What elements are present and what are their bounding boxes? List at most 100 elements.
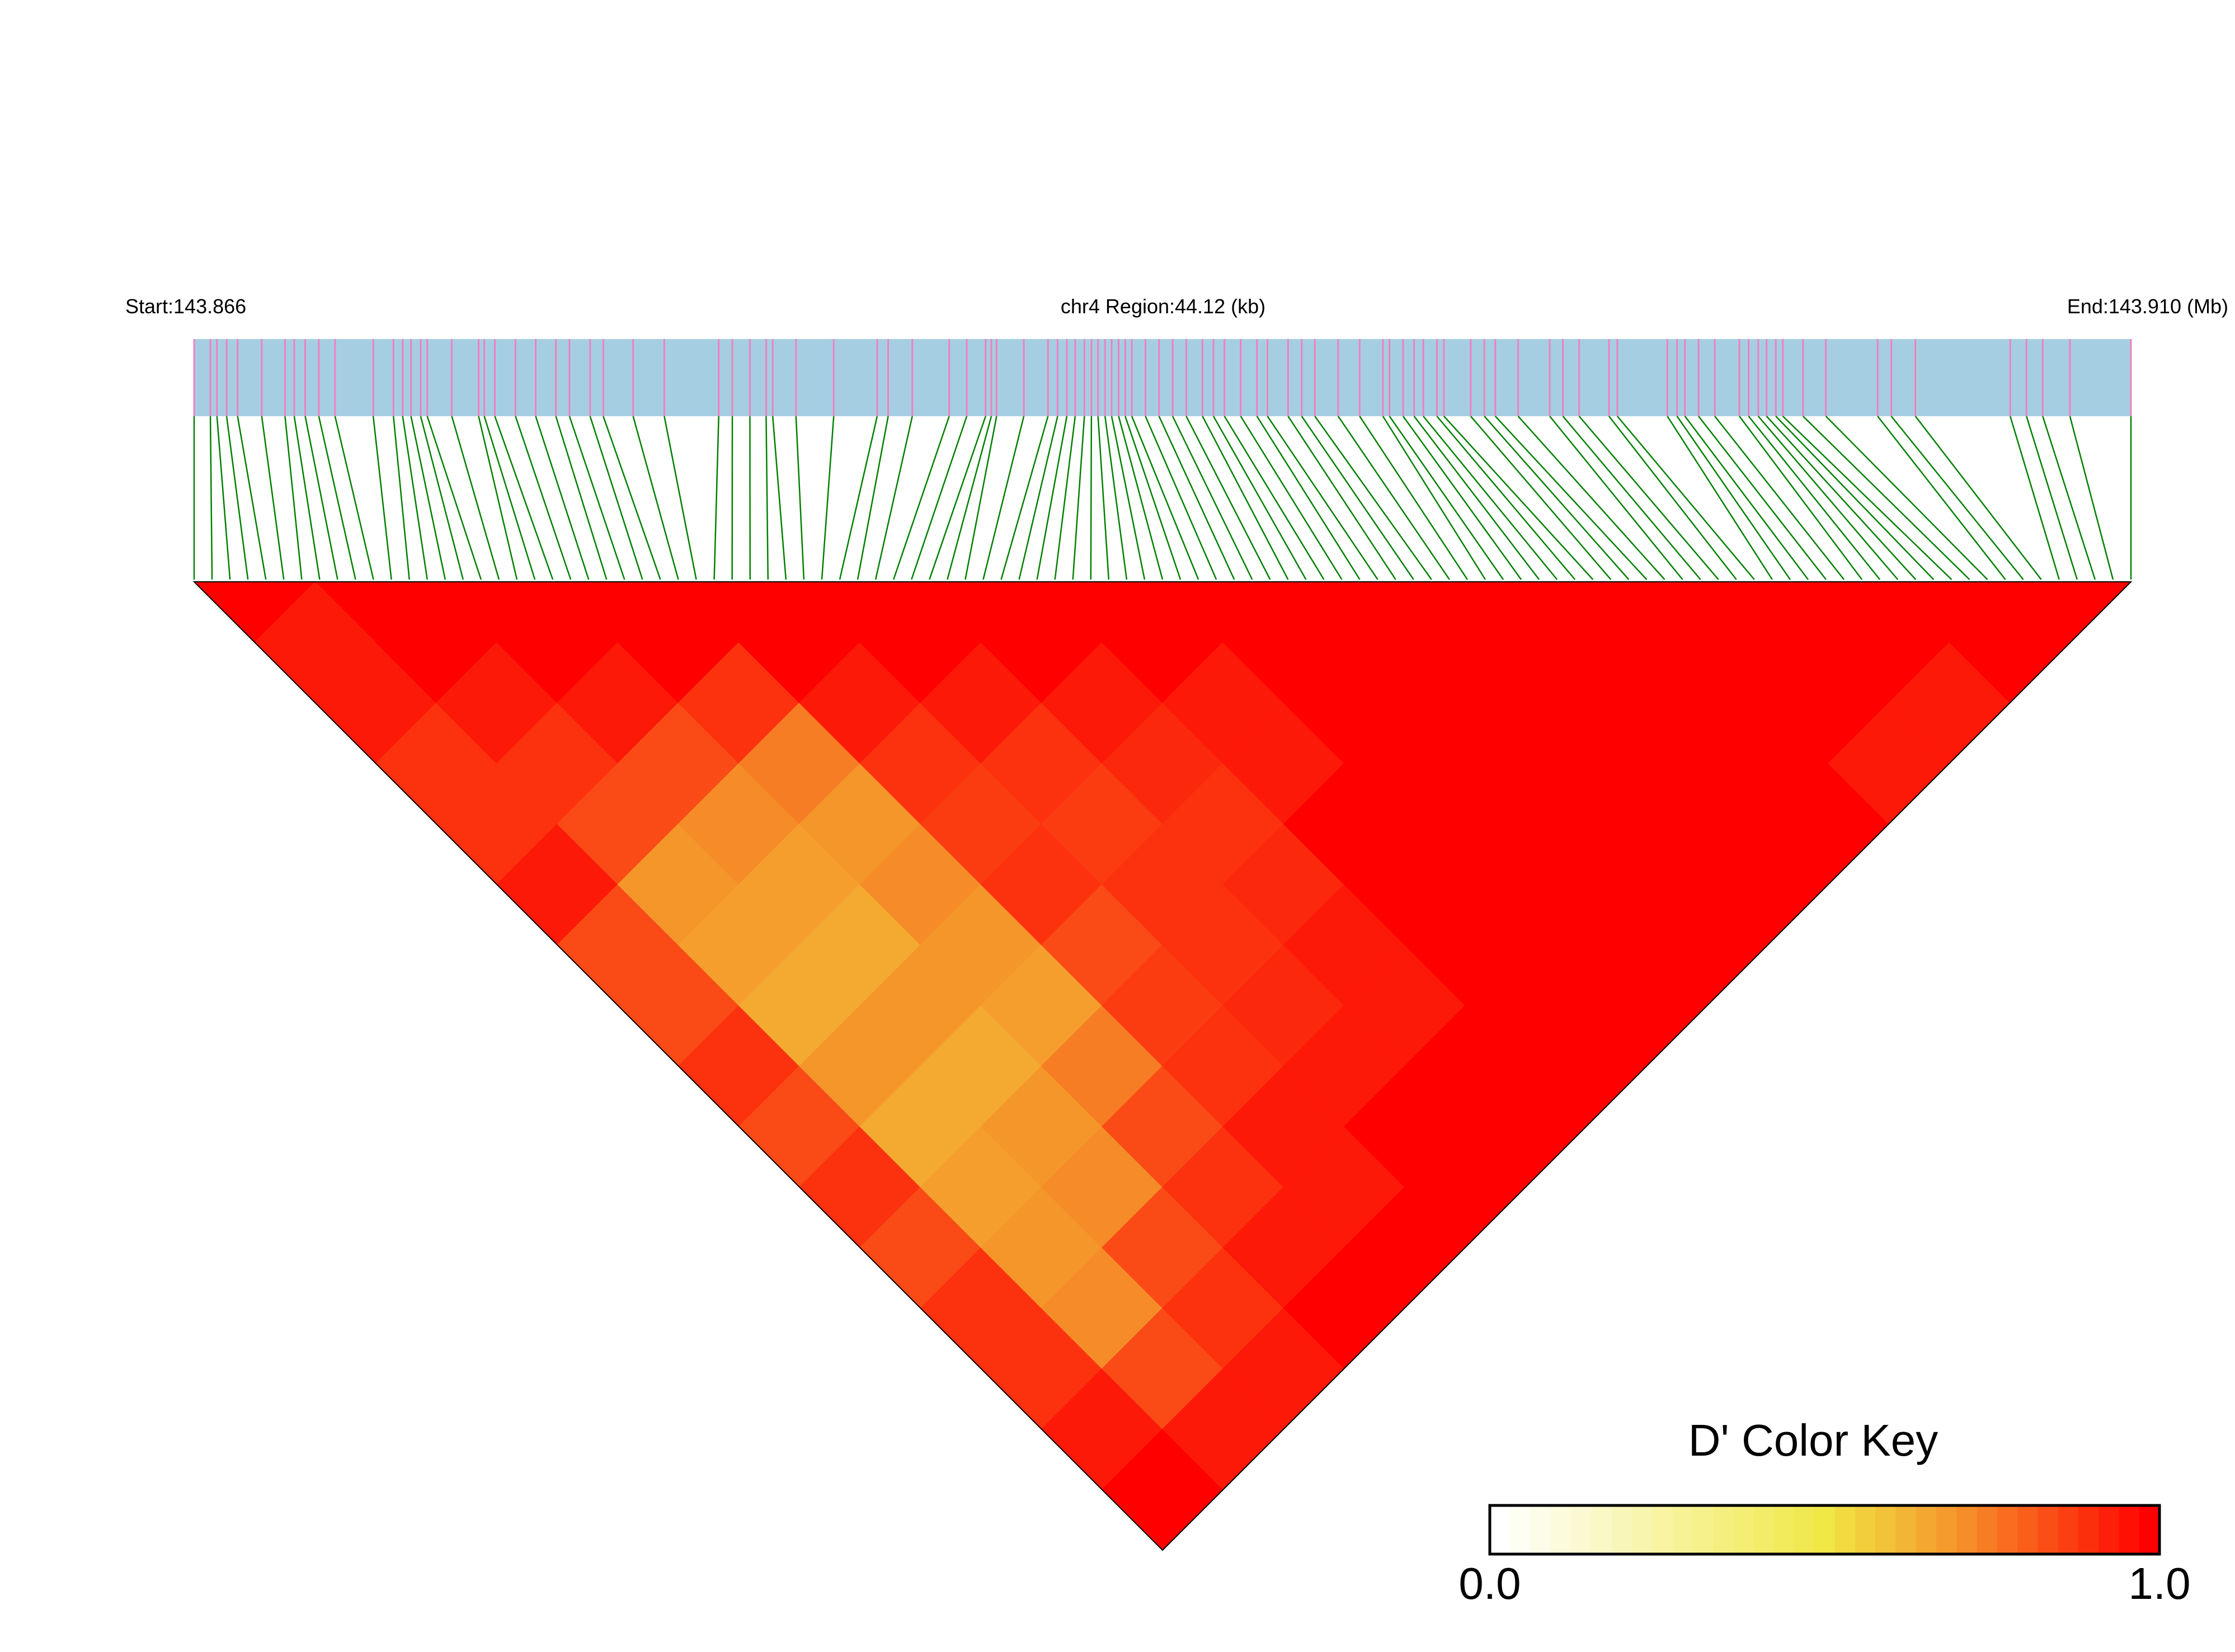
snp-connector-line: [1256, 416, 1361, 580]
heatmap-diagonal-cell: [194, 582, 316, 643]
snp-connector-line: [1301, 416, 1414, 580]
color-key-swatch: [2078, 1505, 2100, 1554]
snp-connector-line: [1423, 416, 1558, 580]
snp-connector-line: [515, 416, 572, 580]
snp-connector-line: [947, 416, 992, 580]
snp-connector-line: [1097, 416, 1110, 580]
color-key-swatch: [1713, 1505, 1734, 1554]
color-key-swatch: [1916, 1505, 1937, 1554]
color-key-swatch: [1672, 1505, 1693, 1554]
snp-connector-line: [555, 416, 608, 580]
snp-connector-line: [1054, 416, 1076, 580]
snp-connectors: [193, 416, 2132, 580]
snp-connector-line: [1517, 416, 1665, 580]
color-key-swatch: [1936, 1505, 1958, 1554]
heatmap-diagonal-cell: [1041, 582, 1163, 643]
heatmap-diagonal-cell: [2010, 582, 2131, 643]
snp-connector-line: [1389, 416, 1504, 580]
heatmap-diagonal-cell: [799, 582, 921, 643]
snp-connector-line: [1145, 416, 1217, 580]
color-key-swatch: [2038, 1505, 2059, 1554]
snp-connector-line: [1549, 416, 1683, 580]
snp-connector-line: [839, 416, 878, 580]
color-key-swatch: [2139, 1505, 2160, 1554]
color-key-swatch: [1652, 1505, 1673, 1554]
heatmap-diagonal-cell: [1526, 582, 1647, 643]
snp-connector-line: [410, 416, 446, 580]
snp-connector-line: [857, 416, 889, 580]
snp-connector-line: [874, 416, 913, 580]
snp-connector-line: [1877, 416, 2006, 580]
heatmap-diagonal-cell: [1767, 582, 1889, 643]
heatmap-diagonal-cell: [1283, 582, 1405, 643]
color-key-border: [1488, 1504, 2161, 1556]
snp-connector-line: [2010, 416, 2060, 580]
snp-connector-line: [1124, 416, 1182, 580]
snp-connector-line: [765, 416, 769, 580]
snp-connector-line: [911, 416, 968, 580]
snp-connector-line: [1202, 416, 1289, 580]
heatmap-diagonal-cell: [1646, 582, 1768, 643]
color-key-swatch: [1977, 1505, 1998, 1554]
color-key-max-label: 1.0: [2128, 1559, 2190, 1608]
snp-connector-line: [216, 416, 231, 580]
snp-connector-line: [1287, 416, 1396, 580]
snp-connector-line: [293, 416, 321, 580]
snp-connector-line: [1802, 416, 1970, 580]
color-key-swatch: [1855, 1505, 1876, 1554]
color-key-swatch: [1692, 1505, 1714, 1554]
snp-connector-line: [964, 416, 997, 580]
snp-connector-line: [982, 416, 1025, 580]
color-key-swatch: [1591, 1505, 1612, 1554]
snp-connector-line: [1240, 416, 1343, 580]
snp-connector-line: [1413, 416, 1540, 580]
snp-connector-line: [1402, 416, 1522, 580]
snp-connector-line: [1494, 416, 1648, 580]
heatmap-diagonal-cell: [678, 582, 799, 643]
snp-connector-line: [1337, 416, 1450, 580]
heatmap-mask: [1163, 582, 2137, 1652]
snp-connector-line: [494, 416, 554, 580]
color-key-swatch: [1956, 1505, 1978, 1554]
snp-connector-line: [1118, 416, 1164, 580]
color-key-swatch: [1611, 1505, 1632, 1554]
color-key-swatch: [1530, 1505, 1551, 1554]
snp-connector-line: [821, 416, 835, 580]
heatmap-diagonal-cell: [436, 582, 558, 643]
color-key-swatch: [1834, 1505, 1856, 1554]
snp-connector-line: [1224, 416, 1325, 580]
color-key-swatch: [2098, 1505, 2120, 1554]
snp-connector-line: [1185, 416, 1271, 580]
color-key-bar: [1490, 1505, 2160, 1554]
snp-connector-line: [1714, 416, 1845, 580]
color-key-swatch: [1794, 1505, 1815, 1554]
region-label: chr4 Region:44.12 (kb): [1061, 295, 1265, 318]
color-key-swatch: [1631, 1505, 1653, 1554]
snp-connector-line: [1018, 416, 1058, 580]
heatmap-diagonal-cell: [920, 582, 1042, 643]
snp-connector-line: [1443, 416, 1594, 580]
start-label: Start:143.866: [125, 295, 246, 318]
heatmap-diagonal-cell: [315, 582, 436, 643]
color-key-swatch: [1571, 1505, 1592, 1554]
snp-connector-line: [284, 416, 303, 580]
snp-connector-line: [1676, 416, 1791, 580]
color-key-swatch: [1753, 1505, 1775, 1554]
heatmap-outline: [192, 581, 2133, 1551]
color-key-swatch: [2119, 1505, 2140, 1554]
snp-connector-line: [1616, 416, 1755, 580]
snp-connector-line: [451, 416, 500, 580]
snp-connector-line: [1739, 416, 1863, 580]
snp-connector-line: [1000, 416, 1049, 580]
snp-connector-line: [1111, 416, 1146, 580]
snp-connector-line: [892, 416, 950, 580]
color-key-swatch: [2058, 1505, 2079, 1554]
snp-connector-line: [632, 416, 679, 580]
color-key-swatch: [1875, 1505, 1897, 1554]
snp-connector-line: [929, 416, 986, 580]
snp-connector-line: [1766, 416, 1917, 580]
color-key-swatch: [1997, 1505, 2018, 1554]
snp-connector-line: [1212, 416, 1307, 580]
snp-connector-line: [1359, 416, 1468, 580]
